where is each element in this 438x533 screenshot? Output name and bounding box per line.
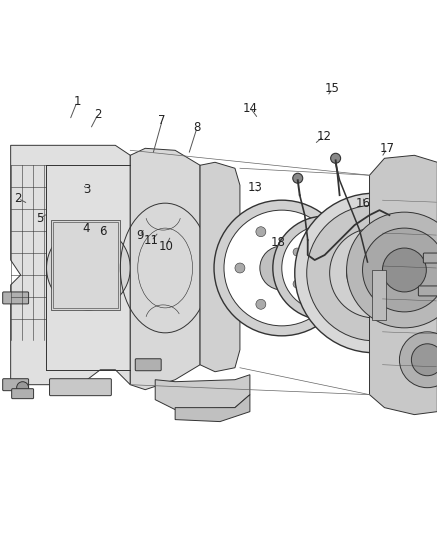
Circle shape bbox=[346, 212, 438, 328]
Circle shape bbox=[293, 248, 301, 256]
Circle shape bbox=[330, 228, 419, 318]
Circle shape bbox=[348, 280, 356, 288]
FancyBboxPatch shape bbox=[12, 389, 34, 399]
FancyBboxPatch shape bbox=[135, 359, 161, 371]
Circle shape bbox=[399, 332, 438, 387]
FancyBboxPatch shape bbox=[424, 253, 438, 263]
Text: 18: 18 bbox=[271, 236, 286, 249]
Text: 13: 13 bbox=[247, 181, 262, 195]
Circle shape bbox=[282, 225, 367, 311]
Polygon shape bbox=[11, 146, 130, 385]
Text: 10: 10 bbox=[158, 240, 173, 253]
Circle shape bbox=[224, 210, 339, 326]
Text: 14: 14 bbox=[243, 102, 258, 115]
Circle shape bbox=[17, 382, 28, 394]
FancyBboxPatch shape bbox=[3, 292, 28, 304]
Text: 16: 16 bbox=[356, 197, 371, 211]
Circle shape bbox=[321, 296, 328, 304]
Circle shape bbox=[319, 263, 328, 273]
Circle shape bbox=[298, 300, 308, 309]
Circle shape bbox=[346, 245, 403, 301]
Circle shape bbox=[295, 193, 438, 353]
Circle shape bbox=[256, 300, 266, 309]
Text: 6: 6 bbox=[99, 225, 107, 238]
Circle shape bbox=[293, 280, 301, 288]
Text: 2: 2 bbox=[94, 109, 101, 122]
Circle shape bbox=[256, 227, 266, 237]
Circle shape bbox=[360, 258, 389, 288]
Circle shape bbox=[293, 173, 303, 183]
Text: 8: 8 bbox=[194, 120, 201, 134]
FancyBboxPatch shape bbox=[418, 286, 438, 296]
Circle shape bbox=[46, 226, 130, 310]
Circle shape bbox=[298, 227, 308, 237]
Polygon shape bbox=[130, 148, 200, 390]
Circle shape bbox=[363, 228, 438, 312]
Polygon shape bbox=[200, 162, 240, 372]
Text: 4: 4 bbox=[82, 222, 90, 235]
FancyBboxPatch shape bbox=[371, 270, 386, 320]
Circle shape bbox=[307, 205, 438, 341]
Circle shape bbox=[382, 248, 426, 292]
Circle shape bbox=[274, 260, 290, 276]
Circle shape bbox=[273, 216, 377, 320]
Circle shape bbox=[60, 240, 117, 296]
Text: 2: 2 bbox=[14, 192, 22, 205]
Text: 1: 1 bbox=[73, 95, 81, 108]
Text: 15: 15 bbox=[325, 82, 340, 95]
Circle shape bbox=[307, 250, 343, 286]
Text: 5: 5 bbox=[36, 212, 44, 225]
Text: 12: 12 bbox=[316, 130, 331, 143]
Circle shape bbox=[235, 263, 245, 273]
Text: 17: 17 bbox=[380, 142, 395, 155]
Text: 3: 3 bbox=[84, 183, 91, 197]
Circle shape bbox=[214, 200, 350, 336]
FancyBboxPatch shape bbox=[3, 379, 28, 391]
Circle shape bbox=[364, 263, 385, 283]
Circle shape bbox=[331, 154, 341, 163]
Text: 9: 9 bbox=[136, 229, 143, 242]
Circle shape bbox=[368, 267, 381, 279]
Polygon shape bbox=[155, 375, 250, 410]
Circle shape bbox=[411, 344, 438, 376]
Text: 7: 7 bbox=[159, 114, 166, 127]
Circle shape bbox=[319, 262, 331, 274]
Circle shape bbox=[321, 232, 328, 240]
Polygon shape bbox=[370, 155, 437, 415]
FancyBboxPatch shape bbox=[50, 220, 120, 310]
Circle shape bbox=[260, 246, 304, 290]
FancyBboxPatch shape bbox=[49, 379, 111, 395]
Circle shape bbox=[77, 256, 100, 280]
Polygon shape bbox=[175, 394, 250, 422]
Text: 11: 11 bbox=[144, 235, 159, 247]
Circle shape bbox=[83, 263, 93, 273]
Circle shape bbox=[348, 248, 356, 256]
